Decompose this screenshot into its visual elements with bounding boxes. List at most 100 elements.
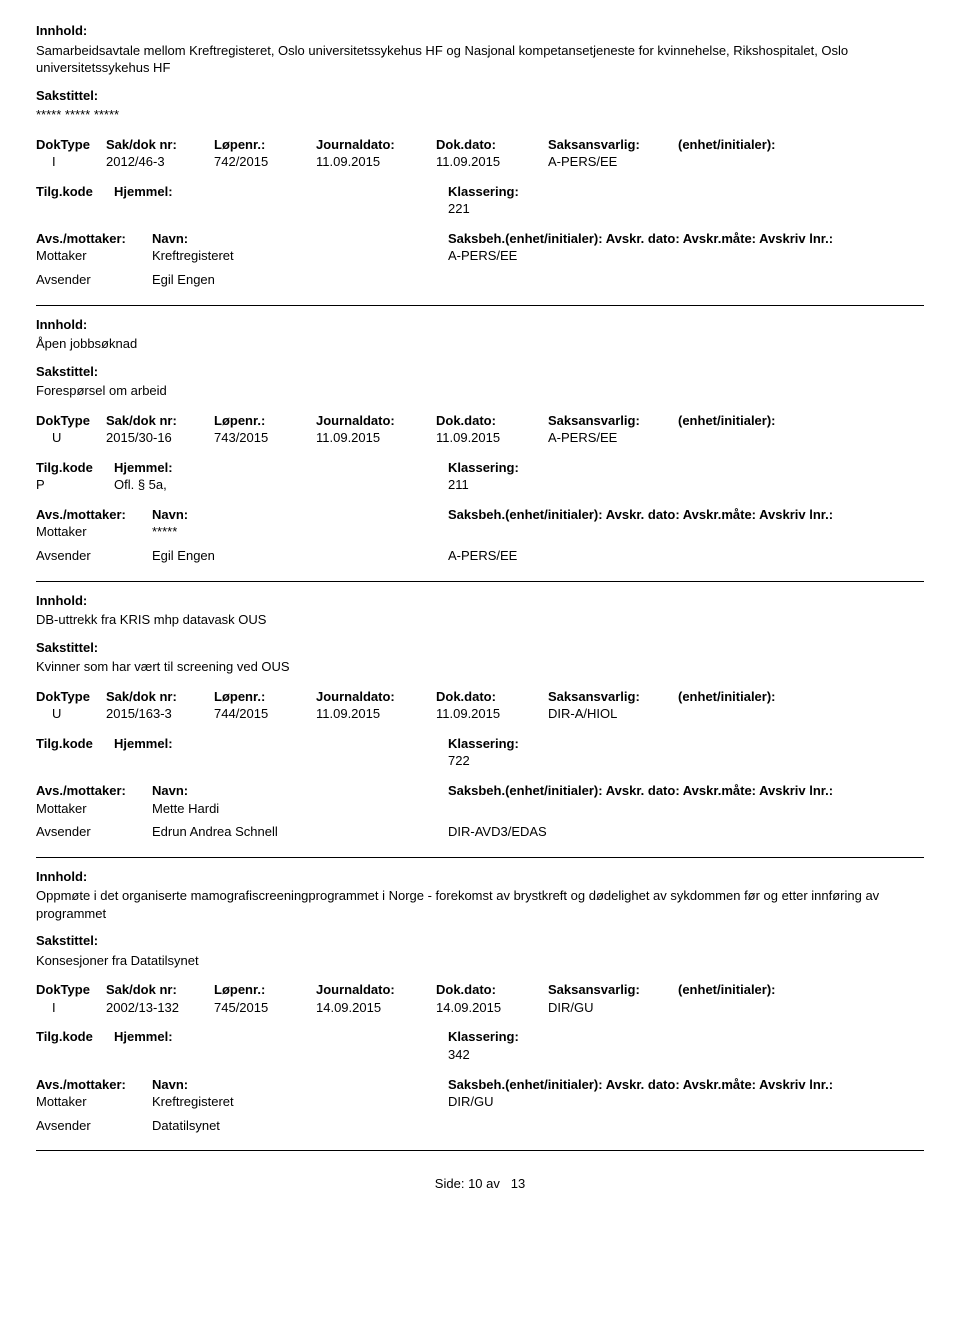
- val-dokdato: 11.09.2015: [436, 705, 548, 723]
- col-navn: Navn:: [152, 1076, 448, 1094]
- val-journaldato: 11.09.2015: [316, 429, 436, 447]
- col-dokdato: Dok.dato:: [436, 412, 548, 430]
- journal-header-row: DokType Sak/dok nr: Løpenr.: Journaldato…: [36, 136, 924, 154]
- innhold-text: Åpen jobbsøknad: [36, 335, 924, 353]
- party-name: Edrun Andrea Schnell: [152, 823, 448, 841]
- sakstittel-text: Konsesjoner fra Datatilsynet: [36, 952, 924, 970]
- journal-record: Innhold: Samarbeidsavtale mellom Kreftre…: [36, 12, 924, 299]
- tilg-header-row: Tilg.kode Hjemmel: Klassering:: [36, 735, 924, 753]
- sakstittel-label: Sakstittel:: [36, 932, 924, 950]
- col-saksbeh: Saksbeh.(enhet/initialer): Avskr. dato: …: [448, 782, 924, 800]
- col-journaldato: Journaldato:: [316, 981, 436, 999]
- val-lopenr: 744/2015: [214, 705, 316, 723]
- col-lopenr: Løpenr.:: [214, 688, 316, 706]
- col-sakdok: Sak/dok nr:: [106, 981, 214, 999]
- col-navn: Navn:: [152, 782, 448, 800]
- val-doktype: U: [36, 705, 106, 723]
- col-dokdato: Dok.dato:: [436, 981, 548, 999]
- val-tilgkode: P: [36, 476, 114, 494]
- party-name: Kreftregisteret: [152, 247, 448, 265]
- footer-total: 13: [511, 1176, 525, 1191]
- journal-data-row: I 2012/46-3 742/2015 11.09.2015 11.09.20…: [36, 153, 924, 171]
- party-val: A-PERS/EE: [448, 247, 924, 265]
- col-klassering: Klassering:: [448, 1028, 924, 1046]
- col-klassering: Klassering:: [448, 183, 924, 201]
- val-doktype: U: [36, 429, 106, 447]
- party-row: Avsender Edrun Andrea Schnell DIR-AVD3/E…: [36, 823, 924, 841]
- val-journaldato: 11.09.2015: [316, 153, 436, 171]
- innhold-text: Oppmøte i det organiserte mamografiscree…: [36, 887, 924, 922]
- val-sakdok: 2002/13-132: [106, 999, 214, 1017]
- col-saksbeh: Saksbeh.(enhet/initialer): Avskr. dato: …: [448, 506, 924, 524]
- tilg-data-row: 221: [36, 200, 924, 218]
- party-role: Avsender: [36, 823, 152, 841]
- innhold-label: Innhold:: [36, 868, 924, 886]
- innhold-label: Innhold:: [36, 316, 924, 334]
- party-name: Egil Engen: [152, 547, 448, 565]
- col-enhet: (enhet/initialer):: [678, 412, 924, 430]
- col-klassering: Klassering:: [448, 735, 924, 753]
- party-header-row: Avs./mottaker: Navn: Saksbeh.(enhet/init…: [36, 782, 924, 800]
- col-navn: Navn:: [152, 506, 448, 524]
- val-klassering: 221: [448, 200, 924, 218]
- party-name: Datatilsynet: [152, 1117, 448, 1135]
- val-klassering: 342: [448, 1046, 924, 1064]
- col-hjemmel: Hjemmel:: [114, 1028, 448, 1046]
- sakstittel-label: Sakstittel:: [36, 87, 924, 105]
- tilg-data-row: P Ofl. § 5a, 211: [36, 476, 924, 494]
- party-role: Avsender: [36, 547, 152, 565]
- val-dokdato: 14.09.2015: [436, 999, 548, 1017]
- party-header-row: Avs./mottaker: Navn: Saksbeh.(enhet/init…: [36, 1076, 924, 1094]
- col-hjemmel: Hjemmel:: [114, 459, 448, 477]
- party-name: Mette Hardi: [152, 800, 448, 818]
- journal-header-row: DokType Sak/dok nr: Løpenr.: Journaldato…: [36, 688, 924, 706]
- col-navn: Navn:: [152, 230, 448, 248]
- col-sakdok: Sak/dok nr:: [106, 688, 214, 706]
- innhold-text: DB-uttrekk fra KRIS mhp datavask OUS: [36, 611, 924, 629]
- party-role: Avsender: [36, 271, 152, 289]
- col-saksansvarlig: Saksansvarlig:: [548, 688, 678, 706]
- col-avsmottaker: Avs./mottaker:: [36, 1076, 152, 1094]
- innhold-text: Samarbeidsavtale mellom Kreftregisteret,…: [36, 42, 924, 77]
- page-footer: Side: 10 av 13: [36, 1175, 924, 1193]
- col-saksansvarlig: Saksansvarlig:: [548, 981, 678, 999]
- col-enhet: (enhet/initialer):: [678, 136, 924, 154]
- party-row: Avsender Datatilsynet: [36, 1117, 924, 1135]
- val-lopenr: 743/2015: [214, 429, 316, 447]
- journal-record: Innhold: Oppmøte i det organiserte mamog…: [36, 858, 924, 1145]
- col-tilgkode: Tilg.kode: [36, 735, 114, 753]
- col-lopenr: Løpenr.:: [214, 981, 316, 999]
- tilg-data-row: 722: [36, 752, 924, 770]
- col-saksansvarlig: Saksansvarlig:: [548, 136, 678, 154]
- party-row: Mottaker Kreftregisteret A-PERS/EE: [36, 247, 924, 265]
- party-role: Avsender: [36, 1117, 152, 1135]
- val-saksansvarlig: DIR/GU: [548, 999, 678, 1017]
- party-header-row: Avs./mottaker: Navn: Saksbeh.(enhet/init…: [36, 230, 924, 248]
- sakstittel-label: Sakstittel:: [36, 363, 924, 381]
- val-sakdok: 2015/30-16: [106, 429, 214, 447]
- party-val: DIR/GU: [448, 1093, 924, 1111]
- col-journaldato: Journaldato:: [316, 412, 436, 430]
- innhold-label: Innhold:: [36, 22, 924, 40]
- col-avsmottaker: Avs./mottaker:: [36, 506, 152, 524]
- party-role: Mottaker: [36, 1093, 152, 1111]
- col-sakdok: Sak/dok nr:: [106, 136, 214, 154]
- journal-header-row: DokType Sak/dok nr: Løpenr.: Journaldato…: [36, 981, 924, 999]
- val-dokdato: 11.09.2015: [436, 153, 548, 171]
- party-val: A-PERS/EE: [448, 547, 924, 565]
- party-name: Egil Engen: [152, 271, 448, 289]
- val-sakdok: 2012/46-3: [106, 153, 214, 171]
- col-lopenr: Løpenr.:: [214, 136, 316, 154]
- col-tilgkode: Tilg.kode: [36, 1028, 114, 1046]
- party-role: Mottaker: [36, 800, 152, 818]
- record-separator: [36, 1150, 924, 1151]
- val-dokdato: 11.09.2015: [436, 429, 548, 447]
- col-saksansvarlig: Saksansvarlig:: [548, 412, 678, 430]
- col-doktype: DokType: [36, 412, 106, 430]
- col-lopenr: Løpenr.:: [214, 412, 316, 430]
- col-saksbeh: Saksbeh.(enhet/initialer): Avskr. dato: …: [448, 1076, 924, 1094]
- val-saksansvarlig: A-PERS/EE: [548, 153, 678, 171]
- tilg-header-row: Tilg.kode Hjemmel: Klassering:: [36, 459, 924, 477]
- tilg-header-row: Tilg.kode Hjemmel: Klassering:: [36, 183, 924, 201]
- party-role: Mottaker: [36, 247, 152, 265]
